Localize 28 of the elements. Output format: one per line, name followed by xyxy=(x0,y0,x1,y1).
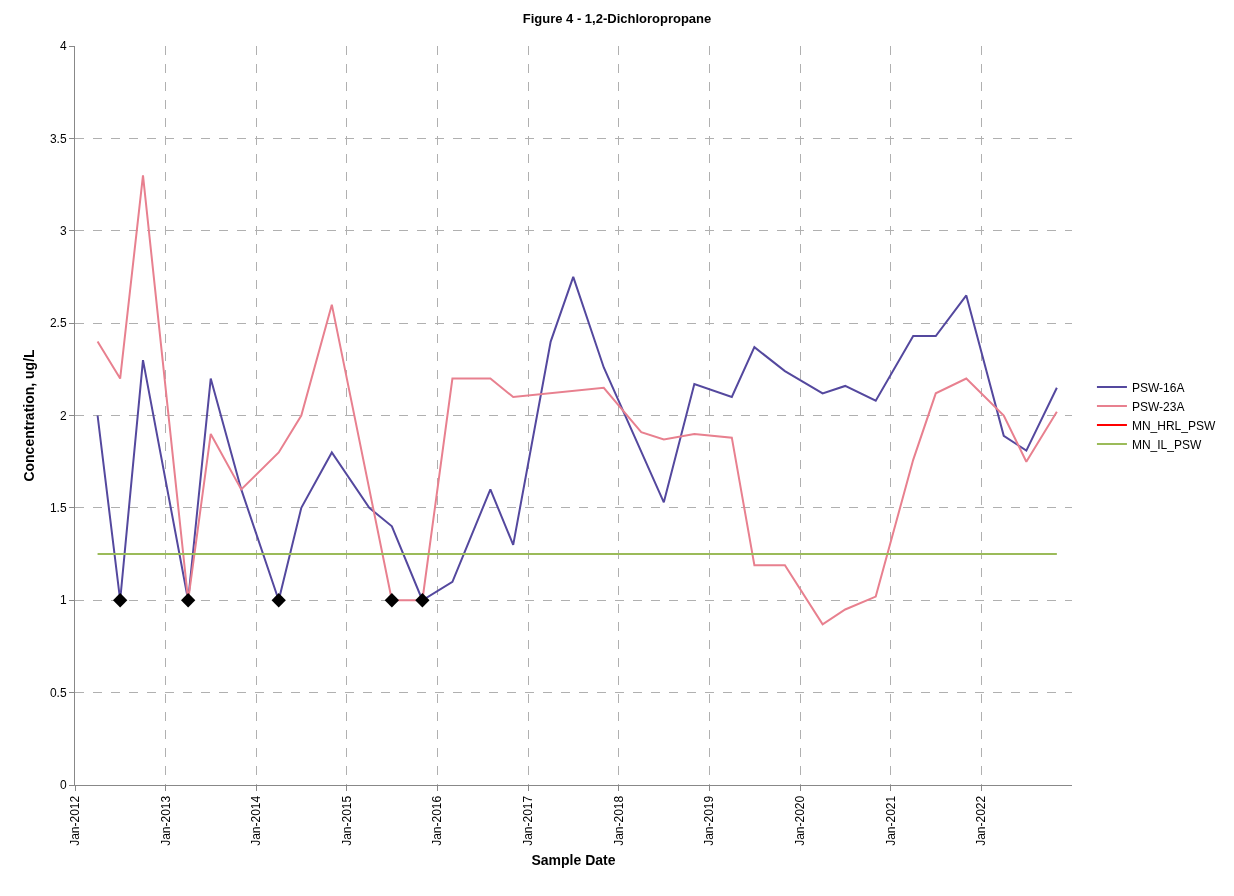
legend-label: PSW-23A xyxy=(1131,399,1185,414)
legend-label: MN_HRL_PSW xyxy=(1131,418,1216,433)
y-tick-label: 1.5 xyxy=(49,501,67,516)
y-tick-label: 3 xyxy=(59,223,67,238)
y-tick-label: 0.5 xyxy=(49,685,67,700)
y-tick-label: 3.5 xyxy=(49,131,67,146)
line-series xyxy=(96,174,1058,626)
x-tick-label: Jan-2018 xyxy=(611,795,626,846)
x-tick-label: Jan-2013 xyxy=(158,795,173,846)
y-axis-title: Concentration, ug/L xyxy=(20,348,37,482)
y-tick-label: 1 xyxy=(59,593,67,608)
chart-title: Figure 4 - 1,2-Dichloropropane xyxy=(522,10,712,26)
x-tick-label: Jan-2022 xyxy=(974,795,989,846)
legend-label: MN_IL_PSW xyxy=(1131,437,1202,452)
y-tick-label: 4 xyxy=(59,39,67,54)
x-tick-label: Jan-2014 xyxy=(249,795,264,846)
x-tick-label: Jan-2019 xyxy=(702,795,717,846)
x-tick-label: Jan-2016 xyxy=(430,795,445,846)
y-tick-label: 0 xyxy=(59,778,67,793)
y-tick-label: 2.5 xyxy=(49,316,67,331)
x-tick-label: Jan-2021 xyxy=(883,795,898,846)
x-axis-title: Sample Date xyxy=(531,852,616,869)
x-tick-label: Jan-2020 xyxy=(792,795,807,846)
x-tick-label: Jan-2015 xyxy=(339,795,354,846)
x-tick-label: Jan-2012 xyxy=(67,795,82,846)
y-tick-label: 2 xyxy=(59,408,67,423)
legend-label: PSW-16A xyxy=(1131,380,1185,395)
x-tick-label: Jan-2017 xyxy=(521,795,536,846)
